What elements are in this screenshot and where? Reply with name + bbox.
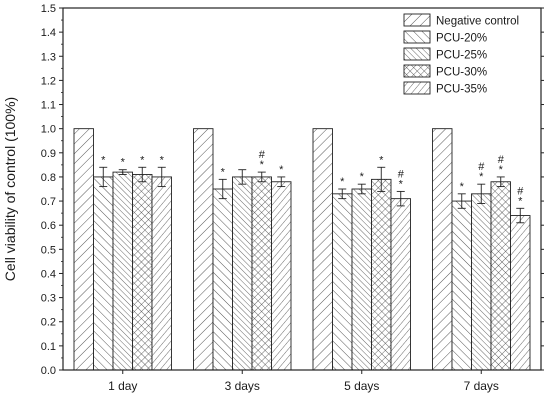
- significance-mark: #: [259, 149, 266, 161]
- axes-layer: 0.0 0.1 0.2 0.3 0.4 0.5 0.6 0.7 0.8 0.9 1.0 1.1 1.2 1…: [2, 3, 544, 393]
- bar: [151, 176, 172, 371]
- legend-label: PCU-20%: [436, 33, 487, 45]
- significance-mark: *: [340, 176, 345, 188]
- significance-mark: *: [160, 154, 165, 166]
- significance-mark: *: [479, 171, 484, 183]
- bar: [451, 200, 472, 371]
- bar: [271, 181, 292, 371]
- significance-mark: #: [478, 161, 485, 173]
- bar: [232, 176, 253, 371]
- significance-mark: #: [517, 185, 524, 197]
- y-tick-label: 0.6: [41, 220, 56, 232]
- legend-label: Negative control: [436, 16, 519, 28]
- bar: [112, 171, 133, 371]
- x-tick-label: 5 days: [344, 379, 379, 393]
- y-tick-label: 0.4: [41, 268, 56, 280]
- bar: [212, 188, 233, 371]
- significance-mark: #: [398, 168, 405, 180]
- x-tick-label: 3 days: [225, 379, 260, 393]
- legend-item: Negative control: [403, 13, 519, 28]
- significance-mark: *: [499, 164, 504, 176]
- x-tick-label: 1 day: [108, 379, 137, 393]
- bar: [471, 193, 492, 371]
- legend-swatch: [403, 47, 431, 61]
- y-tick-label: 0.1: [41, 341, 56, 353]
- error-bars-layer: [99, 166, 525, 224]
- significance-mark: *: [360, 171, 365, 183]
- legend: Negative control PCU-20% PCU-25% PCU-30% PCU…: [403, 13, 519, 96]
- legend-item: PCU-25%: [403, 47, 487, 62]
- bar: [490, 181, 511, 371]
- legend-item: PCU-20%: [403, 30, 487, 45]
- legend-item: PCU-35%: [403, 81, 487, 96]
- legend-label: PCU-30%: [436, 67, 487, 79]
- bar: [371, 178, 392, 371]
- significance-mark: *: [279, 164, 284, 176]
- y-tick-label: 0.2: [41, 317, 56, 329]
- y-tick-label: 1.4: [41, 27, 56, 39]
- significance-mark: *: [379, 154, 384, 166]
- significance-mark: *: [121, 157, 126, 169]
- legend-label: PCU-25%: [436, 50, 487, 62]
- y-tick-label: 0.7: [41, 196, 56, 208]
- bar: [390, 198, 411, 371]
- significance-marks-layer: * * * ***#** ***#**# *#*#: [101, 149, 524, 207]
- y-tick-label: 0.5: [41, 244, 56, 256]
- bar: [73, 128, 94, 371]
- y-tick-label: 1.2: [41, 75, 56, 87]
- bar: [312, 128, 333, 371]
- y-tick-label: 0.8: [41, 172, 56, 184]
- x-tick-label: 7 days: [464, 379, 499, 393]
- significance-mark: *: [221, 166, 226, 178]
- bar: [93, 176, 114, 371]
- significance-mark: #: [498, 154, 505, 166]
- y-axis-title: Cell viability of control (100%): [2, 97, 18, 281]
- legend-item: PCU-30%: [403, 64, 487, 79]
- significance-mark: *: [140, 154, 145, 166]
- legend-label: PCU-35%: [436, 84, 487, 96]
- significance-mark: *: [518, 195, 523, 207]
- legend-swatch: [403, 30, 431, 44]
- bar: [132, 174, 153, 371]
- y-tick-label: 0.0: [41, 365, 56, 377]
- legend-swatch: [403, 64, 431, 78]
- significance-mark: *: [460, 181, 465, 193]
- legend-swatch: [403, 81, 431, 95]
- bar: [251, 176, 272, 371]
- bars-layer: [73, 128, 531, 371]
- y-tick-label: 1.0: [41, 124, 56, 136]
- significance-mark: *: [399, 178, 404, 190]
- bar: [432, 128, 453, 371]
- y-tick-label: 0.3: [41, 293, 56, 305]
- y-tick-label: 1.5: [41, 3, 56, 15]
- bar: [332, 193, 353, 371]
- y-tick-label: 1.3: [41, 51, 56, 63]
- significance-mark: *: [101, 154, 106, 166]
- bar: [510, 215, 531, 371]
- y-tick-label: 1.1: [41, 100, 56, 112]
- bar: [193, 128, 214, 371]
- legend-swatch: [403, 13, 431, 27]
- significance-mark: *: [260, 159, 265, 171]
- y-tick-label: 0.9: [41, 148, 56, 160]
- bar: [351, 188, 372, 371]
